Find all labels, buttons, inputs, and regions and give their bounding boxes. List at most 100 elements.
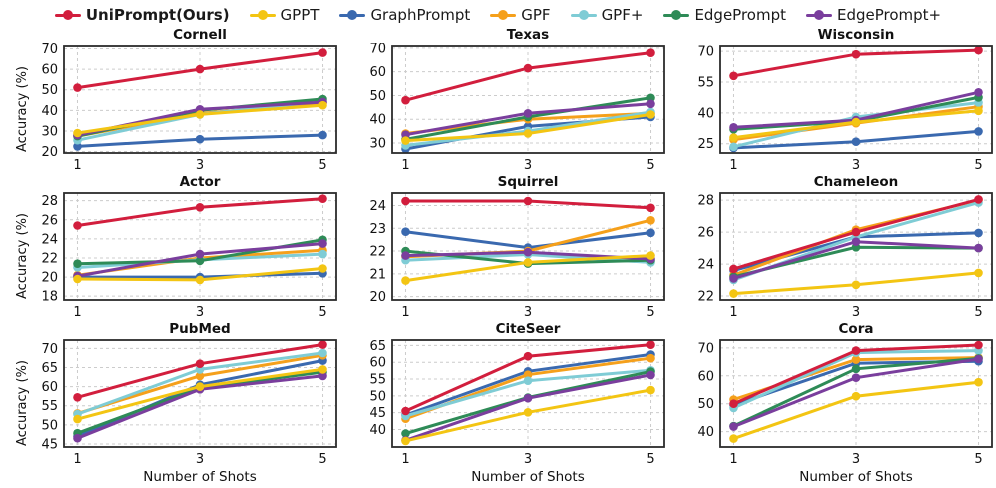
legend-label: GPF+: [601, 6, 644, 24]
svg-text:1: 1: [729, 158, 737, 173]
svg-text:1: 1: [73, 158, 81, 173]
svg-text:24: 24: [369, 199, 386, 214]
plot-canvas: 25 40 55 70 1 3 5: [697, 45, 993, 173]
legend-marker-icon: [339, 10, 366, 20]
svg-text:18: 18: [41, 290, 58, 305]
svg-text:5: 5: [974, 158, 982, 173]
svg-text:40: 40: [369, 423, 386, 438]
subplot-pubmed: PubMed Accuracy (%) 45 50 55 60 65 70 1 3 5 Numb…: [0, 322, 340, 487]
svg-text:22: 22: [41, 251, 58, 266]
svg-text:21: 21: [369, 267, 386, 282]
legend-marker-icon: [249, 10, 276, 20]
svg-text:3: 3: [196, 305, 204, 320]
y-axis-label: Accuracy (%): [14, 213, 30, 299]
svg-text:26: 26: [41, 213, 58, 228]
svg-text:1: 1: [729, 305, 737, 320]
legend-item-gpf: GPF: [490, 6, 551, 24]
svg-text:55: 55: [697, 76, 714, 91]
svg-text:3: 3: [196, 452, 204, 467]
svg-text:70: 70: [41, 342, 58, 357]
svg-text:50: 50: [41, 418, 58, 433]
svg-text:5: 5: [974, 452, 982, 467]
svg-text:55: 55: [41, 399, 58, 414]
legend-label: UniPrompt(Ours): [85, 6, 230, 24]
svg-text:70: 70: [697, 45, 714, 60]
svg-text:24: 24: [697, 258, 714, 273]
x-axis-label: Number of Shots: [471, 469, 585, 485]
svg-text:3: 3: [524, 305, 532, 320]
plot-title: Actor: [179, 174, 221, 190]
plot-title: Squirrel: [497, 174, 559, 190]
subplot-actor: Actor Accuracy (%) 18 20 22 24 26 28 1 3 5: [0, 175, 340, 322]
svg-text:1: 1: [73, 305, 81, 320]
plot-canvas: 30 40 50 60 70 1 3 5: [369, 43, 665, 173]
svg-text:45: 45: [369, 406, 386, 421]
subplot-chameleon: Chameleon 22 24 26 28 1 3 5: [668, 175, 996, 322]
svg-text:70: 70: [369, 43, 386, 56]
svg-text:45: 45: [41, 437, 58, 452]
subplot-citeseer: CiteSeer 40 45 50 55 60 65 1 3 5 Number of Shots: [340, 322, 668, 487]
legend-label: GraphPrompt: [370, 6, 471, 24]
svg-text:3: 3: [524, 158, 532, 173]
svg-text:50: 50: [41, 83, 58, 98]
subplot-texas: Texas 30 40 50 60 70 1 3 5: [340, 28, 668, 175]
svg-text:30: 30: [41, 124, 58, 139]
svg-text:50: 50: [697, 397, 714, 412]
subplot-cornell: Cornell Accuracy (%) 20 30 40 50 60 70 1 3 5: [0, 28, 340, 175]
svg-text:60: 60: [41, 63, 58, 78]
plot-canvas: 45 50 55 60 65 70 1 3 5: [41, 339, 337, 467]
svg-text:24: 24: [41, 232, 58, 247]
svg-text:3: 3: [852, 158, 860, 173]
svg-text:28: 28: [41, 194, 58, 209]
plot-title: Cora: [838, 321, 874, 337]
plot-canvas: 20 21 22 23 24 1 3 5: [369, 192, 665, 320]
legend-label: EdgePrompt+: [837, 6, 942, 24]
plot-title: Cornell: [173, 27, 227, 43]
svg-text:50: 50: [369, 389, 386, 404]
legend-item-edgeprompt: EdgePrompt: [663, 6, 786, 24]
svg-text:5: 5: [646, 158, 654, 173]
svg-text:1: 1: [401, 452, 409, 467]
svg-text:65: 65: [41, 361, 58, 376]
svg-text:60: 60: [369, 356, 386, 371]
chart-legend: UniPrompt(Ours) GPPT GraphPrompt GPF GPF…: [0, 0, 996, 28]
y-axis-label: Accuracy (%): [14, 360, 30, 446]
svg-text:55: 55: [369, 373, 386, 388]
legend-item-edgeprompt-plus: EdgePrompt+: [806, 6, 941, 24]
svg-text:60: 60: [41, 380, 58, 395]
legend-item-gpf-plus: GPF+: [570, 6, 644, 24]
svg-text:22: 22: [369, 245, 386, 260]
svg-text:5: 5: [974, 305, 982, 320]
svg-text:70: 70: [41, 43, 58, 57]
legend-label: EdgePrompt: [694, 6, 786, 24]
legend-marker-icon: [663, 10, 690, 20]
legend-label: GPPT: [280, 6, 320, 24]
svg-text:70: 70: [697, 341, 714, 356]
subplot-squirrel: Squirrel 20 21 22 23 24 1 3 5: [340, 175, 668, 322]
svg-text:5: 5: [318, 305, 326, 320]
svg-text:65: 65: [369, 339, 386, 354]
svg-text:1: 1: [73, 452, 81, 467]
svg-text:5: 5: [318, 158, 326, 173]
x-axis-label: Number of Shots: [143, 469, 257, 485]
plot-canvas: 40 50 60 70 1 3 5: [697, 339, 993, 467]
subplot-grid: Cornell Accuracy (%) 20 30 40 50 60 70 1 3 5 Tex…: [0, 28, 996, 487]
svg-text:3: 3: [852, 305, 860, 320]
svg-text:3: 3: [196, 158, 204, 173]
svg-text:3: 3: [524, 452, 532, 467]
svg-text:20: 20: [369, 290, 386, 305]
plot-title: Wisconsin: [817, 27, 895, 43]
svg-text:20: 20: [41, 271, 58, 286]
svg-text:5: 5: [646, 305, 654, 320]
svg-text:20: 20: [41, 145, 58, 160]
svg-text:60: 60: [697, 369, 714, 384]
subplot-cora: Cora 40 50 60 70 1 3 5 Number of Shots: [668, 322, 996, 487]
plot-canvas: 22 24 26 28 1 3 5: [697, 192, 993, 320]
legend-marker-icon: [490, 10, 517, 20]
svg-text:1: 1: [401, 305, 409, 320]
svg-text:28: 28: [697, 194, 714, 209]
plot-title: Chameleon: [813, 174, 899, 190]
svg-text:50: 50: [369, 89, 386, 104]
plot-title: Texas: [506, 27, 550, 43]
svg-text:40: 40: [697, 425, 714, 440]
